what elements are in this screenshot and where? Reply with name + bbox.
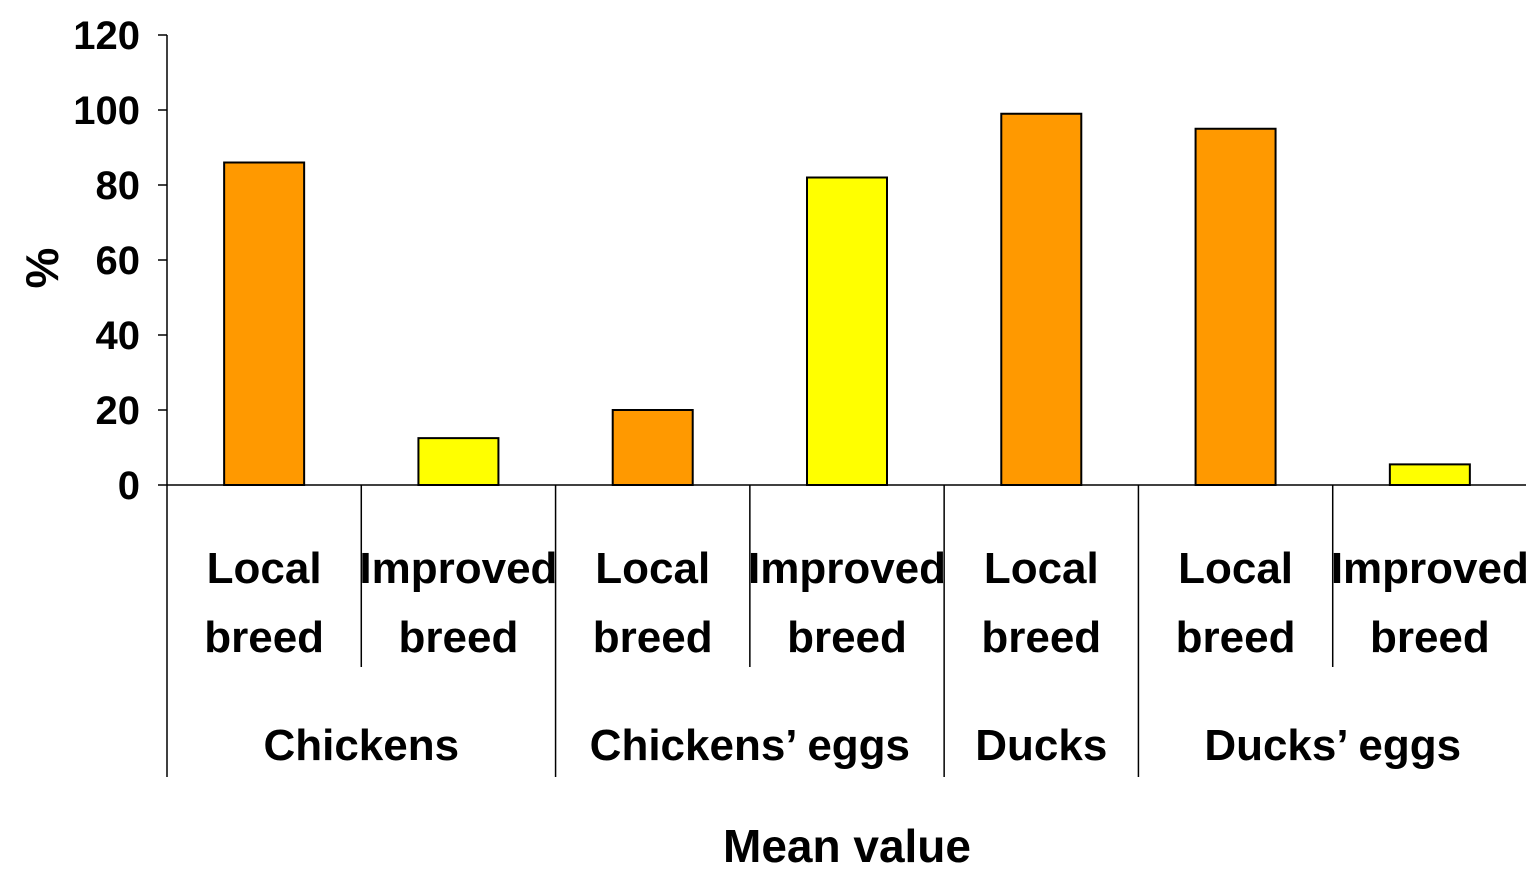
category-label-line: Local (595, 544, 710, 593)
category-label: Improved breed (748, 544, 946, 662)
group-label: Ducks (975, 721, 1107, 770)
category-label: Local breed (204, 544, 324, 662)
y-tick-label: 40 (96, 314, 141, 358)
y-tick-label: 20 (96, 389, 141, 433)
category-label: Improved breed (359, 544, 557, 662)
bars (223, 112, 1471, 486)
bar (223, 161, 306, 486)
y-tick-label: 60 (96, 239, 141, 283)
category-label-line: breed (204, 613, 324, 662)
group-label: Chickens (263, 721, 459, 770)
y-axis-title: % (16, 248, 68, 289)
bar (1000, 112, 1083, 486)
bar (611, 409, 694, 486)
y-tick-label: 0 (118, 464, 140, 508)
category-label-line: Improved (1331, 544, 1526, 593)
category-label-line: breed (399, 613, 519, 662)
y-tick-label: 100 (73, 89, 140, 133)
category-label-line: Improved (748, 544, 946, 593)
bar (806, 176, 888, 486)
category-label: Local breed (981, 544, 1101, 662)
x-axis-title: Mean value (723, 820, 971, 869)
y-tick-label: 80 (96, 164, 141, 208)
category-label: Improved breed (1331, 544, 1526, 662)
category-label-line: breed (981, 613, 1101, 662)
category-label-line: Local (1178, 544, 1293, 593)
category-label-line: breed (1370, 613, 1490, 662)
group-label: Chickens’ eggs (590, 721, 910, 770)
category-label-line: Local (207, 544, 322, 593)
category-label: Local breed (593, 544, 713, 662)
category-label-line: breed (593, 613, 713, 662)
bar (1388, 463, 1471, 486)
group-label: Ducks’ eggs (1204, 721, 1461, 770)
bar (1194, 127, 1277, 486)
category-label-line: Improved (359, 544, 557, 593)
y-tick-label: 120 (73, 14, 140, 58)
category-label-line: Local (984, 544, 1099, 593)
category-label: Local breed (1176, 544, 1296, 662)
category-label-line: breed (787, 613, 907, 662)
bar (417, 437, 500, 486)
category-label-line: breed (1176, 613, 1296, 662)
y-axis: 0 20 40 60 80 100 120 (73, 14, 168, 508)
